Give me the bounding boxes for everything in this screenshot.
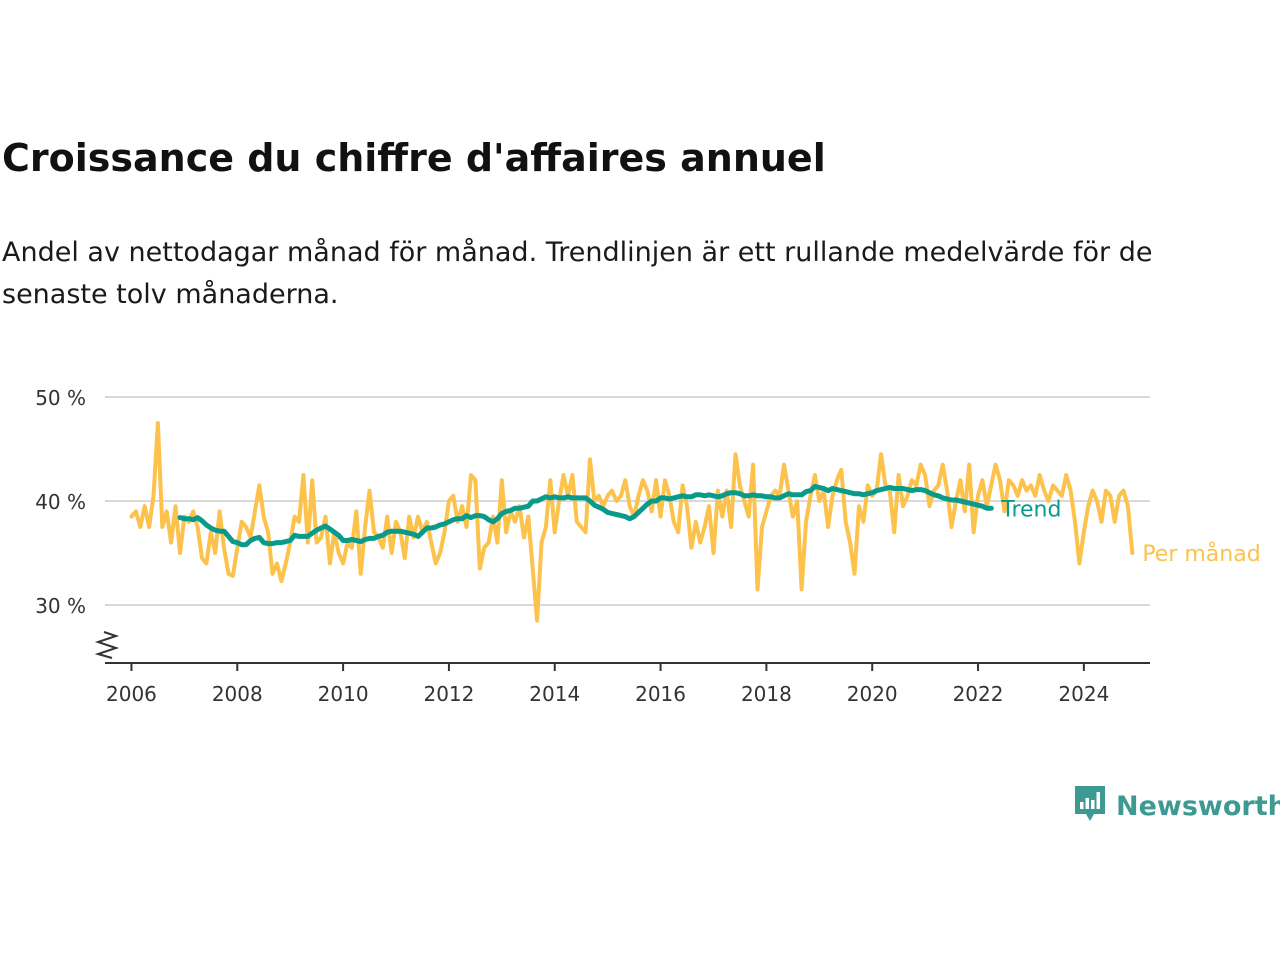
y-tick-label: 30 % — [35, 594, 86, 618]
x-tick-label: 2018 — [741, 682, 792, 706]
y-tick-label: 40 % — [35, 490, 86, 514]
x-tick-label: 2006 — [106, 682, 157, 706]
brand-name: Newsworthy — [1116, 790, 1280, 822]
chart-subtitle: Andel av nettodagar månad för månad. Tre… — [2, 237, 1153, 310]
series-labels: Per månad Trend — [1000, 497, 1260, 567]
series-label-trend: Trend — [1000, 497, 1061, 522]
series-line-per-manad — [129, 421, 1135, 623]
x-tick-label: 2010 — [318, 682, 369, 706]
x-tick-label: 2020 — [847, 682, 898, 706]
axis-break-icon — [94, 631, 120, 659]
series-lines — [129, 421, 1135, 623]
x-tick-label: 2016 — [635, 682, 686, 706]
y-tick-label: 50 % — [35, 386, 86, 410]
y-axis: 30 % 40 % 50 % — [35, 386, 120, 659]
chart-title: Croissance du chiffre d'affaires annuel — [2, 136, 826, 180]
line-chart: 30 % 40 % 50 % 2006 2008 2010 2012 2014 2016 201… — [35, 386, 1260, 706]
x-axis: 2006 2008 2010 2012 2014 2016 2018 2020 2022 2024 — [105, 662, 1150, 706]
series-line-trend — [177, 483, 994, 548]
x-tick-label: 2012 — [423, 682, 474, 706]
x-tick-label: 2014 — [529, 682, 580, 706]
x-tick-label: 2024 — [1058, 682, 1109, 706]
newsworthy-chart-icon — [1072, 784, 1108, 828]
series-label-per-manad: Per månad — [1142, 541, 1260, 567]
x-tick-label: 2008 — [212, 682, 263, 706]
x-tick-label: 2022 — [953, 682, 1004, 706]
newsworthy-logo: Newsworthy — [1072, 784, 1280, 828]
